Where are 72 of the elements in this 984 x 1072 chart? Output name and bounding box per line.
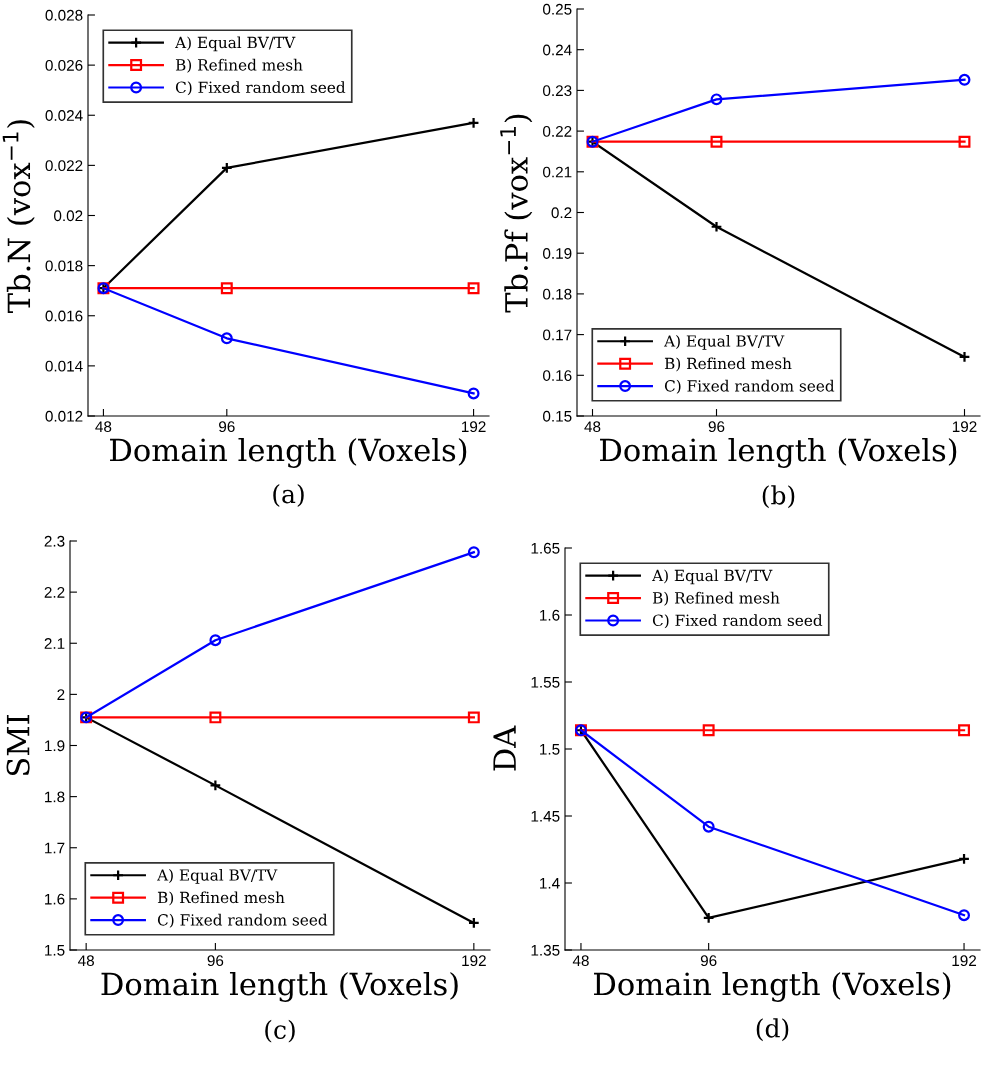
y-axis-title: SMI <box>6 715 30 776</box>
text: (d) <box>756 1018 789 1042</box>
x-axis-title: Domain length (Voxels) <box>101 971 458 1002</box>
x-tick-label: 96 <box>708 421 725 433</box>
x-axis-title: Domain length (Voxels) <box>110 437 467 468</box>
y-tick-label: 0.022 <box>45 160 83 172</box>
x-tick-label: 192 <box>952 421 977 433</box>
legend-label: C) Fixed random seed <box>664 379 835 394</box>
text: (b) <box>762 485 795 509</box>
text: (a) <box>273 484 304 507</box>
x-tick-label: 48 <box>584 421 601 433</box>
y-tick-label: 1.8 <box>45 791 65 803</box>
legend-label: A) Equal BV/TV <box>651 569 773 585</box>
legend-label: B) Refined mesh <box>664 357 792 372</box>
legend-label: C) Fixed random seed <box>175 81 346 96</box>
y-tick-label: 0.026 <box>45 59 83 71</box>
y-tick-label: 0.18 <box>543 288 572 300</box>
y-tick-label: 0.012 <box>45 410 83 422</box>
y-tick-label: 2.1 <box>44 638 65 649</box>
y-axis-title: DA <box>493 725 516 771</box>
y-tick-label: 0.016 <box>45 310 83 322</box>
x-tick-label: 48 <box>95 421 112 433</box>
y-tick-label: 0.02 <box>54 210 83 222</box>
legend-label: C) Fixed random seed <box>652 614 823 629</box>
y-tick-label: 0.16 <box>543 370 572 381</box>
y-tick-label: 2.3 <box>44 535 65 547</box>
y-axis-title: Tb.Pf (vox$^{−1}$) <box>500 114 533 313</box>
y-axis-title: Tb.N (vox$^{−1}$) <box>2 120 35 313</box>
text: (c) <box>265 1019 295 1043</box>
x-tick-label: 96 <box>700 955 717 967</box>
y-tick-label: 1.9 <box>45 740 65 752</box>
y-tick-label: 1.5 <box>45 945 65 956</box>
y-tick-label: 1.6 <box>540 609 560 621</box>
y-tick-label: 0.25 <box>543 3 572 15</box>
legend-label: B) Refined mesh <box>157 891 285 906</box>
y-tick-label: 0.024 <box>45 110 83 121</box>
x-axis-title: Domain length (Voxels) <box>600 437 957 468</box>
y-tick-label: 1.6 <box>45 893 65 905</box>
legend-label: A) Equal BV/TV <box>174 36 296 52</box>
y-tick-label: 0.21 <box>543 166 572 178</box>
x-tick-label: 96 <box>219 421 235 433</box>
legend-label: B) Refined mesh <box>652 591 780 606</box>
x-tick-label: 192 <box>952 955 977 967</box>
y-tick-label: 0.014 <box>45 360 83 372</box>
y-tick-label: 1.7 <box>45 842 65 854</box>
x-tick-label: 192 <box>462 955 486 967</box>
y-tick-label: 0.028 <box>45 9 83 21</box>
y-tick-label: 1.55 <box>531 677 560 688</box>
x-tick-label: 96 <box>207 955 224 967</box>
y-tick-label: 2 <box>57 689 65 700</box>
y-tick-label: 0.23 <box>543 85 572 97</box>
legend-label: A) Equal BV/TV <box>156 868 278 884</box>
x-axis-title: Domain length (Voxels) <box>594 971 951 1002</box>
y-tick-label: 0.15 <box>543 410 572 422</box>
y-tick-label: 1.5 <box>540 744 560 755</box>
y-tick-label: 0.19 <box>543 248 572 259</box>
y-tick-label: 0.018 <box>45 260 83 272</box>
y-tick-label: 1.4 <box>540 878 560 889</box>
y-tick-label: 0.22 <box>543 125 572 137</box>
x-tick-label: 48 <box>78 955 94 967</box>
x-tick-label: 48 <box>572 955 589 967</box>
legend-label: C) Fixed random seed <box>157 913 328 928</box>
x-tick-label: 192 <box>462 421 486 433</box>
y-tick-label: 0.24 <box>543 44 572 56</box>
y-tick-label: 1.65 <box>531 542 560 554</box>
y-tick-label: 0.17 <box>543 329 572 341</box>
legend-label: A) Equal BV/TV <box>663 334 785 350</box>
y-tick-label: 1.35 <box>531 944 560 956</box>
y-tick-label: 0.2 <box>551 207 572 219</box>
y-tick-label: 1.45 <box>531 811 560 822</box>
y-tick-label: 2.2 <box>44 586 65 598</box>
legend-label: B) Refined mesh <box>175 58 303 73</box>
